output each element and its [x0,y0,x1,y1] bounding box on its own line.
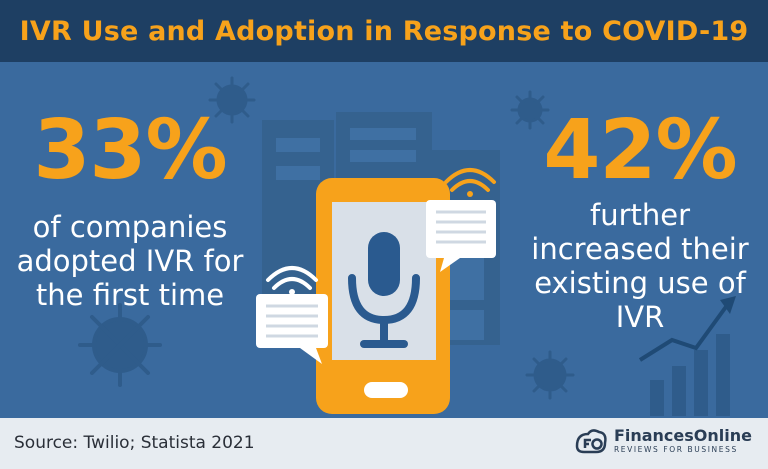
stat-line: existing use of [534,266,746,300]
stat-line: adopted IVR for [16,244,244,278]
stat-value-right: 42% [543,103,737,198]
chat-bubble-icon [256,294,328,364]
growth-chart-icon [638,296,736,416]
stat-42-percent: 42% further increased their existing use… [512,103,768,335]
main-panel: 33% of companies adopted IVR for the fir… [0,62,768,418]
virus-icon [525,350,575,400]
wifi-signal-icon [444,168,496,197]
stat-line: the first time [35,278,225,312]
virus-icon [78,303,162,387]
page-title: IVR Use and Adoption in Response to COVI… [19,15,749,47]
stat-line: of companies [32,210,228,244]
footer-bar: Source: Twilio; Statista 2021 FinancesOn… [0,418,768,469]
source-citation: Source: Twilio; Statista 2021 [14,433,255,453]
brand-tagline: REVIEWS FOR BUSINESS [613,445,738,454]
header-bar: IVR Use and Adoption in Response to COVI… [0,0,768,62]
chat-bubble-icon [426,200,496,272]
virus-icon [510,90,550,130]
brand-name: FinancesOnline [613,426,752,445]
stat-description-left: of companies adopted IVR for the first t… [14,210,246,312]
stat-line: increased their [531,232,749,266]
background-illustration [78,76,736,416]
finances-online-logo-icon [575,429,607,454]
stat-value-left: 33% [33,103,227,198]
microphone-icon [348,232,420,348]
brand-logo-link[interactable]: FinancesOnline REVIEWS FOR BUSINESS [574,426,752,456]
stat-33-percent: 33% of companies adopted IVR for the fir… [14,103,246,313]
stat-line: IVR [615,300,665,334]
virus-icon [208,76,256,124]
stat-line: further [589,198,691,232]
wifi-signal-icon [266,266,318,295]
stat-description-right: further increased their existing use of … [512,198,768,334]
